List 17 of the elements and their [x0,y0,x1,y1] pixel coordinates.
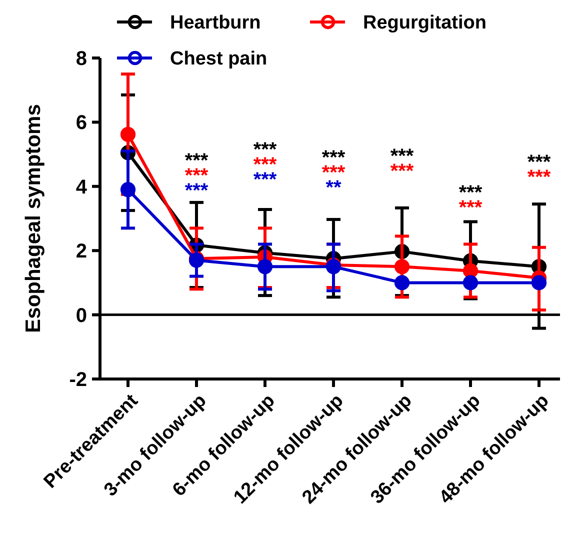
y-tick-label: 8 [76,48,87,70]
point [531,275,547,290]
point [394,275,410,290]
point [120,126,136,142]
y-tick-label: 0 [76,304,87,327]
legend-label: Chest pain [170,48,268,70]
point [120,182,136,198]
y-axis-title: Esophageal symptoms [22,104,45,333]
point [257,259,273,274]
y-tick-label: 2 [76,240,87,263]
point [394,259,410,274]
y-tick-label: 6 [76,112,87,134]
legend-label: Regurgitation [363,12,486,34]
point [462,275,478,290]
legend-label: Heartburn [170,12,261,34]
y-tick-label: -2 [69,369,87,391]
y-tick-label: 4 [76,176,88,198]
